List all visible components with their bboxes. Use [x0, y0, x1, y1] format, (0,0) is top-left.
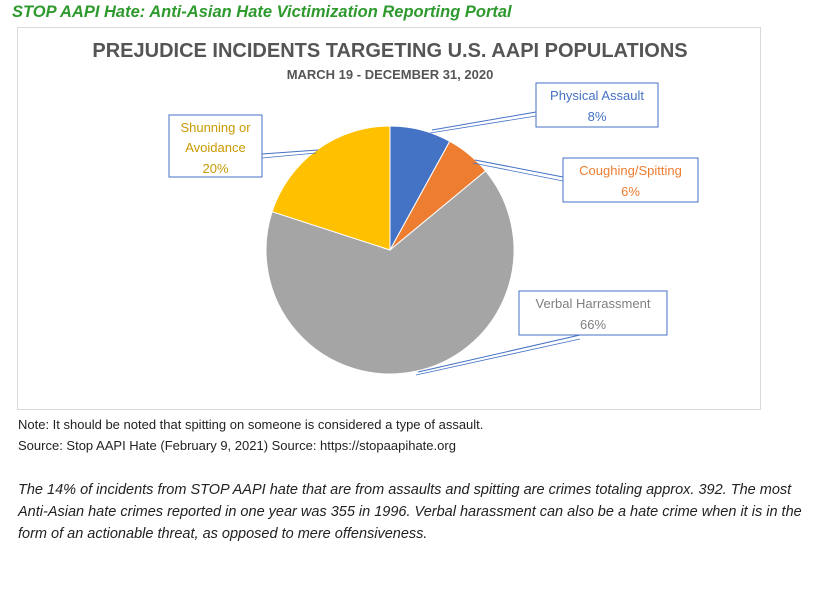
pie-slice-verbal-harrassment — [265, 170, 515, 375]
chart-subtitle: MARCH 19 - DECEMBER 31, 2020 — [286, 67, 494, 82]
leader-line-physical-assault — [431, 111, 537, 131]
data-label-value-verbal-harrassment: 66% — [580, 317, 606, 332]
data-label-value-physical-assault: 8% — [588, 109, 607, 124]
data-label-box-coughing-spitting — [562, 157, 699, 203]
leader-line-shadow-verbal-harrassment — [415, 338, 581, 376]
commentary-paragraph: The 14% of incidents from STOP AAPI hate… — [18, 482, 802, 542]
data-label-name-verbal-harrassment: Verbal Harrassment — [536, 296, 651, 311]
leader-line-shadow-physical-assault — [429, 115, 537, 134]
chart-source: Source: Stop AAPI Hate (February 9, 2021… — [18, 438, 456, 453]
data-label-value-coughing-spitting: 6% — [621, 184, 640, 199]
chart-title: PREJUDICE INCIDENTS TARGETING U.S. AAPI … — [92, 40, 688, 62]
leader-line-verbal-harrassment — [417, 334, 581, 373]
pie-chart: Physical Assault 8% Coughing/Spitting 6% Ver… — [168, 82, 699, 376]
data-label-box-physical-assault — [535, 82, 659, 128]
portal-header: STOP AAPI Hate: Anti-Asian Hate Victimiz… — [12, 3, 512, 21]
leader-line-shunning-or-avoidance — [261, 149, 319, 155]
chart-frame — [17, 27, 761, 410]
data-label-box-shunning-or-avoidance — [168, 114, 263, 178]
leader-line-coughing-spitting — [474, 159, 564, 178]
leader-line-shadow-shunning-or-avoidance — [261, 152, 317, 159]
data-label-name-physical-assault: Physical Assault — [550, 88, 644, 103]
leader-line-shadow-coughing-spitting — [472, 162, 564, 182]
data-label-name-coughing-spitting: Coughing/Spitting — [579, 163, 682, 178]
data-label-name-shunning-or-avoidance-1: Shunning or — [180, 120, 251, 135]
data-label-name-shunning-or-avoidance-2: Avoidance — [185, 140, 245, 155]
chart-note: Note: It should be noted that spitting o… — [18, 417, 484, 432]
data-label-box-verbal-harrassment — [518, 290, 668, 336]
data-label-value-shunning-or-avoidance: 20% — [202, 161, 228, 176]
